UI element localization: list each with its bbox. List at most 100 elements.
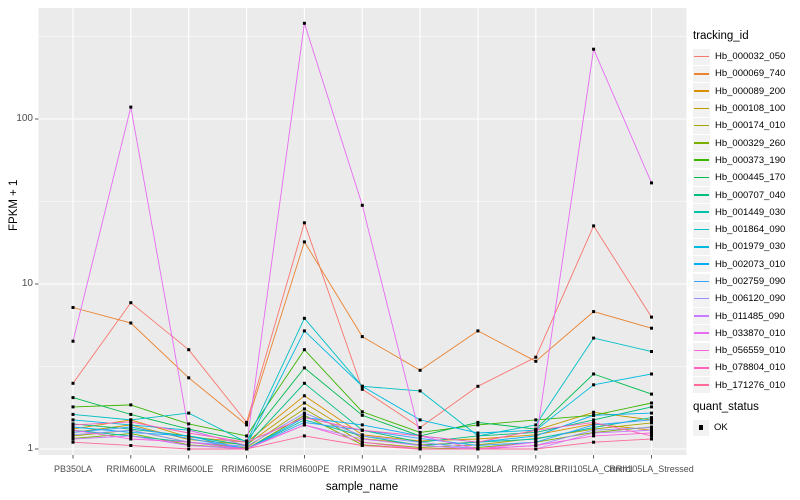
data-point bbox=[650, 411, 653, 415]
data-point bbox=[592, 428, 596, 432]
legend-key-Hb_000174_010 bbox=[693, 117, 710, 134]
data-point bbox=[418, 368, 422, 372]
data-point bbox=[650, 315, 653, 319]
data-point bbox=[245, 434, 249, 438]
data-point bbox=[360, 387, 364, 391]
data-point bbox=[302, 381, 306, 385]
legend-key-ok bbox=[693, 419, 709, 436]
data-point bbox=[187, 376, 191, 380]
legend-key-Hb_011485_090 bbox=[693, 308, 710, 325]
data-point bbox=[360, 423, 364, 427]
data-point bbox=[187, 348, 191, 352]
data-point bbox=[476, 440, 480, 444]
data-point bbox=[592, 410, 596, 414]
data-point bbox=[650, 426, 653, 429]
data-point bbox=[592, 310, 596, 314]
data-point bbox=[187, 444, 191, 447]
x-tick-label-RRII105LA_Stressed: RRII105LA_Stressed bbox=[609, 464, 694, 474]
legend-label: Hb_000032_050 bbox=[715, 51, 786, 63]
data-point bbox=[71, 306, 75, 309]
data-point bbox=[650, 434, 653, 438]
data-point bbox=[187, 440, 191, 444]
y-tick-label: 100 bbox=[16, 113, 33, 124]
legend-line-swatch bbox=[694, 349, 709, 352]
data-point bbox=[534, 444, 538, 447]
data-point bbox=[418, 389, 422, 393]
legend-key-Hb_000089_200 bbox=[693, 83, 710, 100]
legend-line-swatch bbox=[694, 280, 709, 283]
data-point bbox=[245, 447, 249, 451]
legend-item-Hb_033870_010: Hb_033870_010 bbox=[693, 325, 799, 342]
legend-key-Hb_033870_010 bbox=[693, 325, 710, 342]
legend-line-swatch bbox=[694, 315, 709, 317]
data-point bbox=[360, 335, 364, 339]
legend-line-swatch bbox=[694, 55, 709, 58]
data-point bbox=[592, 336, 596, 340]
x-tick-label-RRIM928BA: RRIM928BA bbox=[395, 464, 446, 474]
data-point bbox=[650, 372, 653, 376]
x-tick-label-RRIM600LA: RRIM600LA bbox=[106, 464, 156, 474]
data-point bbox=[650, 326, 653, 330]
legend-item-Hb_000032_050: Hb_000032_050 bbox=[693, 48, 799, 65]
data-point bbox=[534, 423, 538, 427]
legend-key-Hb_001979_030 bbox=[693, 238, 710, 255]
legend-label: Hb_001979_030 bbox=[715, 241, 786, 253]
legend-key-Hb_002759_090 bbox=[693, 273, 710, 290]
data-point bbox=[476, 329, 480, 333]
data-point bbox=[187, 422, 191, 426]
data-point bbox=[71, 433, 75, 437]
legend-label: Hb_171276_010 bbox=[715, 379, 786, 391]
legend-label: Hb_033870_010 bbox=[715, 327, 786, 339]
legend-item-Hb_006120_090: Hb_006120_090 bbox=[693, 290, 799, 307]
legend-label: Hb_011485_090 bbox=[715, 310, 785, 322]
legend-line-swatch bbox=[694, 366, 709, 369]
legend-item-Hb_000707_040: Hb_000707_040 bbox=[693, 186, 799, 204]
data-point bbox=[71, 423, 75, 427]
data-point bbox=[245, 420, 249, 424]
x-tick-label-RRIM600LE: RRIM600LE bbox=[164, 464, 214, 474]
data-point bbox=[129, 418, 133, 422]
legend-line-swatch bbox=[694, 90, 709, 92]
data-point bbox=[245, 423, 249, 427]
legend-label: Hb_000373_190 bbox=[715, 154, 786, 166]
data-point bbox=[129, 444, 133, 447]
data-point bbox=[129, 105, 133, 109]
data-point bbox=[592, 431, 596, 435]
data-point bbox=[71, 381, 75, 385]
legend-key-Hb_000069_740 bbox=[693, 65, 710, 82]
legend-label-ok: OK bbox=[714, 422, 728, 434]
data-point bbox=[476, 444, 480, 447]
data-point bbox=[534, 430, 538, 434]
data-point bbox=[592, 383, 596, 387]
data-point bbox=[592, 413, 596, 417]
legend-item-Hb_171276_010: Hb_171276_010 bbox=[693, 377, 799, 394]
data-point bbox=[534, 359, 538, 363]
legend-item-quant-ok: OK bbox=[693, 419, 799, 436]
data-point bbox=[360, 428, 364, 432]
legend-key-Hb_000108_100 bbox=[693, 100, 710, 117]
data-point bbox=[245, 440, 249, 444]
data-point bbox=[302, 394, 306, 398]
legend-line-swatch bbox=[694, 194, 709, 196]
data-point bbox=[302, 21, 306, 25]
data-point bbox=[476, 420, 480, 424]
data-point bbox=[302, 407, 306, 411]
x-tick-label-RRIM600SE: RRIM600SE bbox=[221, 464, 272, 474]
data-point bbox=[360, 203, 364, 207]
data-point bbox=[418, 436, 422, 440]
legend-key-Hb_171276_010 bbox=[693, 377, 710, 394]
data-point bbox=[534, 434, 538, 438]
legend-items-tracking-id: Hb_000032_050 Hb_000069_740 Hb_000089_200 H… bbox=[693, 48, 799, 394]
legend-label: Hb_002073_010 bbox=[715, 258, 786, 270]
data-point bbox=[129, 437, 133, 441]
legend-line-swatch bbox=[694, 142, 709, 144]
legend-line-swatch bbox=[694, 211, 709, 213]
data-point bbox=[71, 428, 75, 432]
legend-label: Hb_002759_090 bbox=[715, 276, 786, 287]
data-point bbox=[360, 444, 364, 447]
data-point bbox=[302, 418, 306, 422]
data-point bbox=[302, 348, 306, 352]
data-point bbox=[476, 434, 480, 438]
data-point bbox=[71, 425, 75, 429]
